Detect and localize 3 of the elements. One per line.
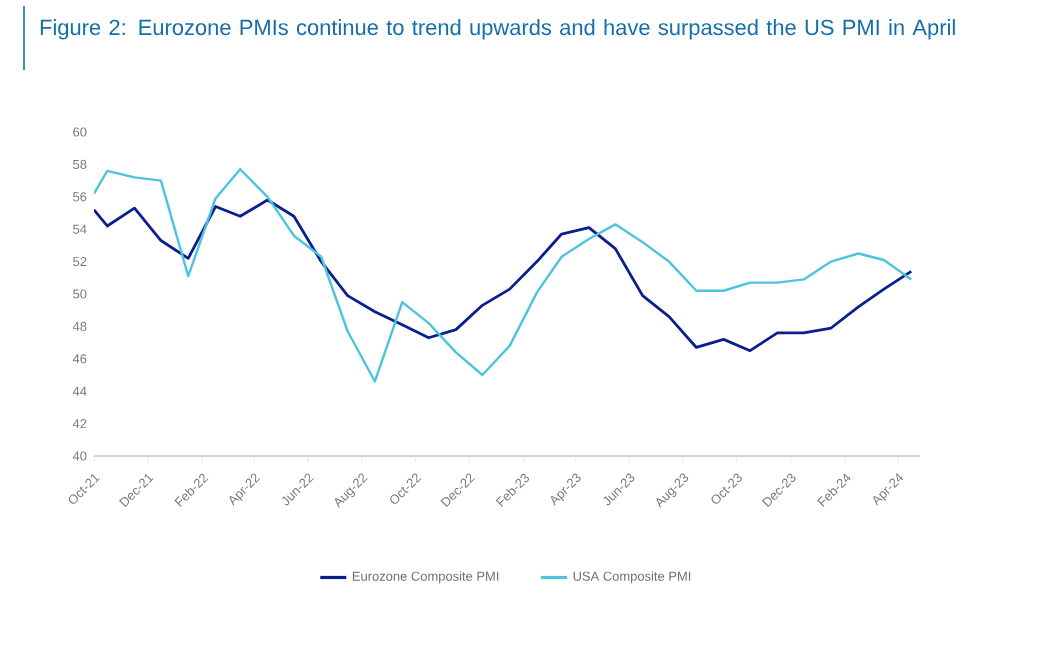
line-series bbox=[94, 168, 913, 383]
chart-title: Figure 2: Eurozone PMIs continue to trend upwards and have surpassed the US PMI in April bbox=[40, 19, 955, 40]
line-series bbox=[94, 198, 913, 353]
